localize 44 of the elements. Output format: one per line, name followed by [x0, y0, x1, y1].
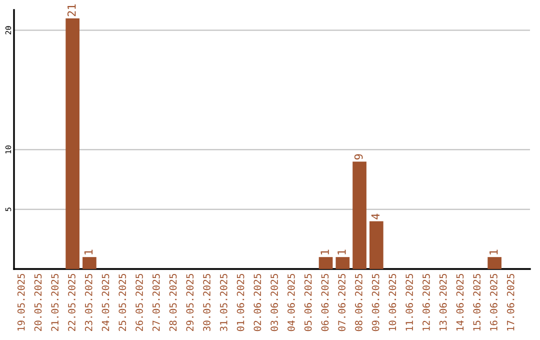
x-tick-label: 11.06.2025 [406, 274, 414, 331]
x-tick-label: 28.05.2025 [169, 274, 177, 331]
x-tick-label: 26.05.2025 [136, 274, 143, 331]
x-tick-label: 16.06.2025 [490, 274, 498, 331]
x-tick-label: 08.06.2025 [355, 274, 362, 332]
x-tick-label: 13.06.2025 [439, 274, 447, 331]
x-tick-label: 30.05.2025 [203, 274, 210, 332]
x-tick-label: 21.05.2025 [51, 274, 59, 331]
x-tick-label: 04.06.2025 [287, 274, 295, 332]
x-tick-label: 17.06.2025 [506, 274, 514, 331]
x-tick-label: 19.05.2025 [17, 274, 25, 331]
bar [369, 221, 384, 269]
x-tick-label: 05.06.2025 [304, 274, 312, 332]
x-tick-label: 29.05.2025 [186, 274, 194, 331]
bar [318, 257, 333, 269]
data-label: 21 [67, 4, 76, 16]
x-tick-label: 02.06.2025 [254, 274, 262, 332]
data-label: 1 [338, 250, 346, 254]
x-tick-label: 23.05.2025 [84, 274, 92, 331]
bar [66, 18, 80, 269]
x-tick-label: 27.05.2025 [152, 274, 160, 331]
x-tick-label: 06.06.2025 [321, 274, 329, 332]
data-label: 1 [490, 250, 498, 254]
x-tick-label: 15.06.2025 [473, 274, 481, 331]
x-tick-label: 01.06.2025 [236, 274, 244, 332]
data-label: 1 [320, 250, 329, 254]
x-tick-label: 22.05.2025 [68, 274, 76, 331]
x-tick-label: 14.06.2025 [456, 274, 464, 331]
bar [488, 257, 502, 269]
x-tick-label: 20.05.2025 [34, 274, 42, 331]
x-tick-label: 25.05.2025 [118, 274, 126, 331]
bar [82, 257, 96, 269]
bar [336, 257, 350, 269]
x-tick-label: 09.06.2025 [372, 274, 380, 332]
x-tick-label: 03.06.2025 [270, 274, 278, 332]
data-label: 4 [371, 214, 380, 220]
x-tick-label: 31.05.2025 [220, 274, 228, 332]
data-label: 1 [84, 250, 93, 254]
x-tick-label: 24.05.2025 [102, 274, 110, 331]
x-tick-label: 10.06.2025 [388, 274, 396, 331]
data-label: 9 [354, 154, 363, 160]
bar [352, 162, 366, 269]
x-tick-label: 12.06.2025 [422, 274, 430, 331]
x-tick-label: 07.06.2025 [338, 274, 346, 332]
